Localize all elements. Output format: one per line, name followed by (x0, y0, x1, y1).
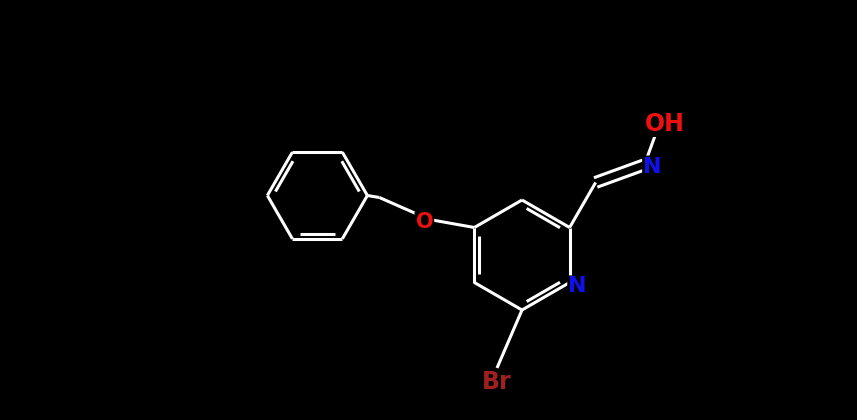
Text: O: O (416, 213, 433, 233)
Text: Br: Br (482, 370, 512, 394)
Text: N: N (644, 157, 662, 177)
Text: OH: OH (644, 112, 685, 136)
Text: N: N (568, 276, 587, 297)
